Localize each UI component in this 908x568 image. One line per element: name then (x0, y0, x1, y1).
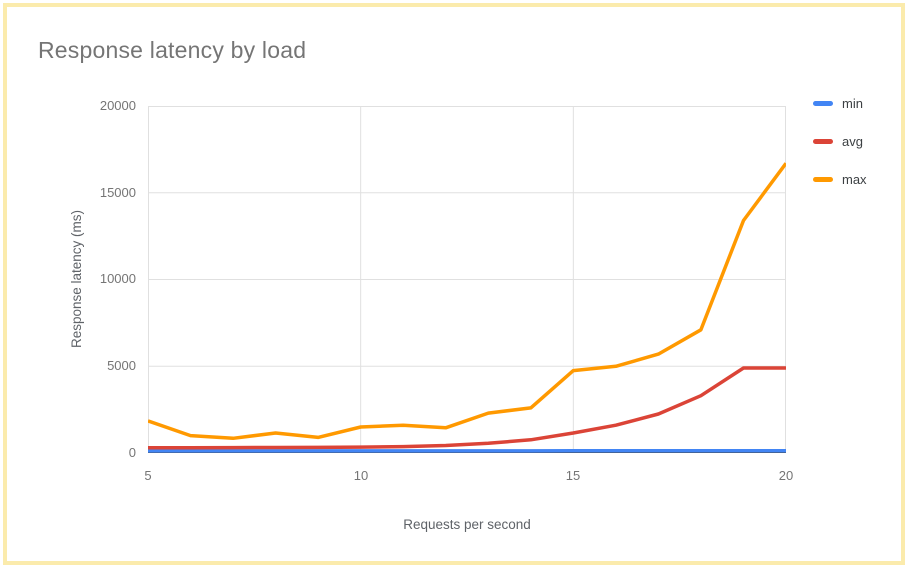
plot-svg (148, 106, 786, 453)
y-tick-label: 10000 (99, 271, 136, 286)
plot-area (148, 106, 786, 453)
legend-label: max (842, 171, 867, 187)
legend: min avg max (813, 95, 867, 209)
max-series-swatch-icon (813, 176, 833, 182)
y-axis-title: Response latency (ms) (69, 209, 84, 349)
x-tick-label: 15 (565, 468, 581, 483)
y-tick-label: 5000 (107, 358, 136, 373)
legend-item-avg: avg (813, 133, 867, 149)
y-tick-label: 15000 (99, 185, 136, 200)
y-tick-label: 0 (128, 445, 136, 460)
y-tick-label: 20000 (99, 98, 136, 113)
legend-label: avg (842, 133, 863, 149)
legend-label: min (842, 95, 863, 111)
x-tick-label: 20 (778, 468, 794, 483)
x-axis-title: Requests per second (403, 517, 531, 532)
legend-item-max: max (813, 171, 867, 187)
legend-item-min: min (813, 95, 867, 111)
chart-title: Response latency by load (38, 37, 307, 63)
min-series-swatch-icon (813, 100, 833, 106)
chart-card[interactable]: Response latency by load 20000 15000 100… (3, 3, 905, 565)
x-tick-label: 5 (144, 468, 152, 483)
x-tick-label: 10 (353, 468, 369, 483)
avg-series-swatch-icon (813, 138, 833, 144)
